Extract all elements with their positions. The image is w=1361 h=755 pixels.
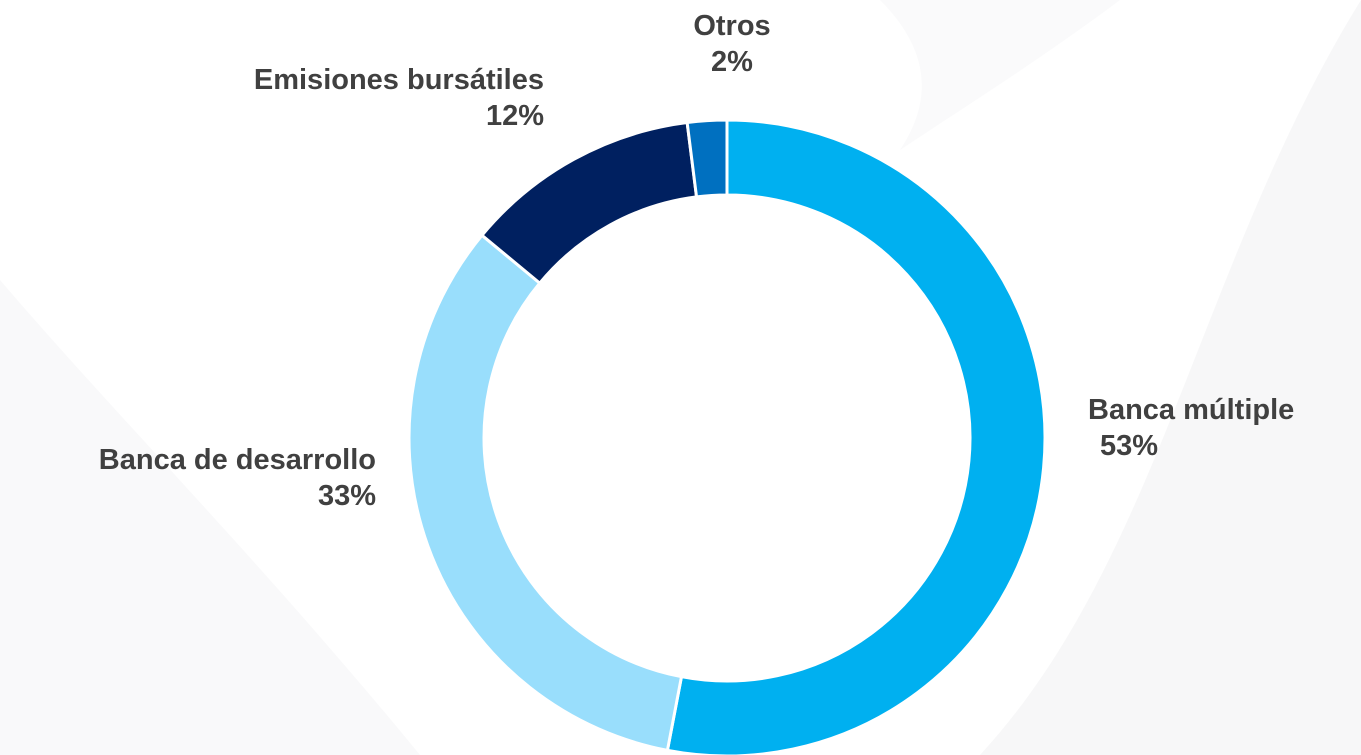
slice-percent: 33% (317, 480, 376, 512)
slice-percent: 12% (485, 100, 544, 132)
slice-name: Otros (693, 10, 771, 42)
slice-label-emisiones-bursatiles: Emisiones bursátiles 12% (150, 62, 544, 134)
slice-label-banca-de-desarrollo: Banca de desarrollo 33% (18, 442, 376, 514)
slice-name: Banca múltiple (1088, 394, 1295, 426)
slice-label-otros: Otros 2% (672, 8, 792, 80)
donut-slice-banca-multiple (665, 118, 1047, 755)
slice-percent: 53% (1100, 430, 1159, 462)
slice-percent: 2% (711, 46, 753, 78)
slices-group (407, 118, 1047, 755)
donut-slice-banca-de-desarrollo (407, 233, 684, 753)
slice-name: Banca de desarrollo (98, 444, 376, 476)
donut-slice-otros (685, 118, 729, 199)
slice-name: Emisiones bursátiles (253, 64, 544, 96)
slice-label-banca-multiple: Banca múltiple 53% (1088, 392, 1294, 464)
donut-slice-emisiones-bursatiles (479, 120, 699, 286)
